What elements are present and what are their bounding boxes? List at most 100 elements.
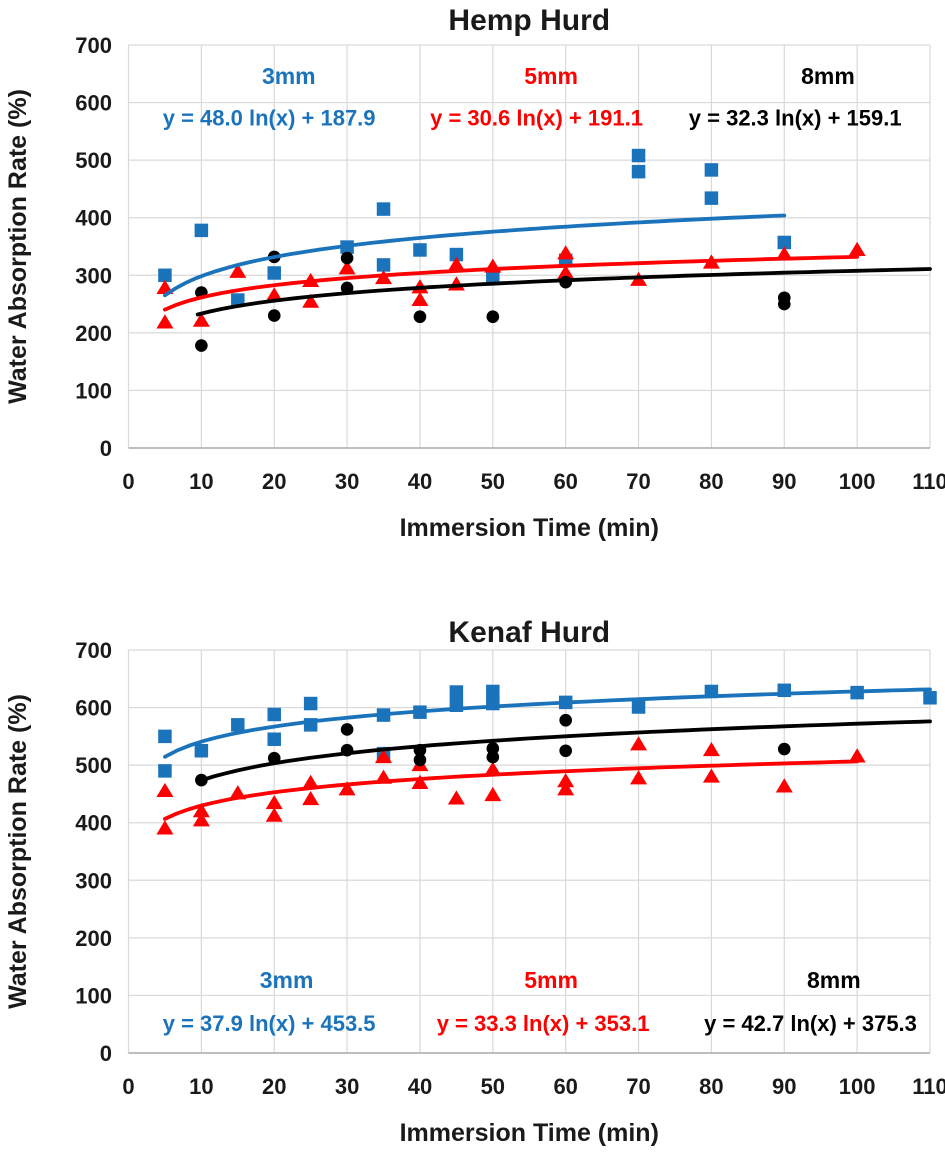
series-label-3mm: 3mm: [262, 63, 316, 89]
marker-3mm: [231, 293, 245, 307]
marker-5mm: [702, 741, 720, 757]
x-tick-label: 70: [626, 1074, 650, 1099]
x-tick-label: 30: [335, 1074, 359, 1099]
equation-8mm: y = 42.7 ln(x) + 375.3: [704, 1011, 917, 1036]
marker-5mm: [302, 774, 320, 789]
marker-5mm: [775, 778, 793, 793]
x-tick-label: 100: [839, 1074, 876, 1099]
trendline-8mm: [195, 267, 932, 317]
hemp-hurd-chart: Hemp Hurd 0 100 200 300 400 500 600 700 0 10 20 30 40…: [4, 4, 945, 542]
marker-8mm: [195, 339, 208, 352]
y-tick-label: 400: [75, 206, 112, 231]
marker-3mm: [158, 268, 172, 283]
marker-3mm: [704, 191, 719, 205]
marker-8mm: [486, 310, 500, 324]
marker-5mm: [630, 736, 648, 751]
y-tick-label: 400: [75, 811, 112, 836]
x-tick-label: 0: [122, 1074, 134, 1099]
x-tick-label: 90: [772, 469, 796, 494]
marker-8mm: [486, 750, 500, 764]
marker-5mm: [557, 245, 575, 260]
series-label-3mm: 3mm: [260, 967, 314, 993]
marker-5mm: [156, 820, 174, 835]
marker-3mm: [923, 691, 937, 705]
marker-3mm: [267, 732, 281, 746]
marker-5mm: [447, 256, 465, 271]
trendline-3mm: [162, 213, 787, 298]
series-label-8mm: 8mm: [801, 63, 855, 89]
series-label-5mm: 5mm: [524, 967, 578, 993]
marker-8mm: [413, 753, 427, 767]
x-tick-label: 100: [839, 469, 876, 494]
marker-3mm: [303, 696, 318, 711]
x-tick-label: 60: [553, 1074, 577, 1099]
marker-8mm: [559, 744, 572, 758]
marker-5mm: [447, 276, 465, 291]
y-axis-title: Water Absorption Rate (%): [4, 89, 32, 404]
marker-5mm: [557, 264, 575, 279]
marker-5mm: [338, 260, 356, 275]
equation-5mm: y = 33.3 ln(x) + 353.1: [437, 1011, 650, 1036]
marker-5mm: [702, 768, 720, 783]
x-tick-label: 80: [699, 469, 723, 494]
equation-3mm: y = 37.9 ln(x) + 453.5: [163, 1011, 376, 1036]
marker-3mm: [631, 700, 646, 714]
marker-3mm: [267, 266, 281, 280]
x-tick-label: 40: [408, 1074, 432, 1099]
marker-8mm: [340, 723, 354, 736]
x-tick-label: 10: [189, 469, 213, 494]
marker-3mm: [777, 235, 792, 250]
y-tick-label: 700: [75, 638, 112, 663]
trendline-8mm: [199, 719, 932, 783]
x-tick-label: 40: [408, 469, 432, 494]
marker-5mm: [156, 782, 174, 798]
chart-title: Kenaf Hurd: [448, 616, 610, 649]
marker-5mm: [302, 790, 320, 806]
marker-5mm: [411, 774, 429, 789]
marker-5mm: [557, 773, 575, 788]
marker-3mm: [376, 202, 391, 216]
x-axis-title: Immersion Time (min): [400, 1119, 659, 1147]
series-label-5mm: 5mm: [524, 63, 578, 89]
marker-3mm: [449, 685, 464, 699]
marker-3mm: [486, 684, 500, 699]
kenaf-hurd-chart: Kenaf Hurd 0 100 200 300 400 500 600 700 0 10 20 30 4…: [0, 578, 945, 1156]
marker-5mm: [156, 314, 174, 329]
y-tick-label: 500: [75, 753, 112, 778]
marker-3mm: [194, 744, 209, 758]
chart-title: Hemp Hurd: [448, 4, 610, 37]
y-tick-label: 0: [100, 436, 112, 461]
x-tick-label: 30: [335, 469, 359, 494]
x-tick-label: 70: [626, 469, 650, 494]
marker-5mm: [265, 807, 283, 822]
equation-5mm: y = 30.6 ln(x) + 191.1: [430, 106, 643, 131]
x-tick-label: 60: [553, 469, 577, 494]
marker-3mm: [194, 223, 209, 238]
y-tick-label: 200: [75, 321, 112, 346]
marker-5mm: [447, 790, 465, 805]
marker-5mm: [848, 748, 866, 763]
x-tick-label: 50: [481, 469, 505, 494]
marker-5mm: [265, 794, 283, 810]
marker-5mm: [848, 241, 866, 256]
marker-3mm: [231, 718, 245, 732]
x-tick-label: 90: [772, 1074, 796, 1099]
series-label-8mm: 8mm: [807, 967, 861, 993]
x-tick-label: 110: [912, 1074, 945, 1099]
x-tick-label: 50: [481, 1074, 505, 1099]
marker-5mm: [192, 312, 210, 327]
hemp-hurd-plot: Hemp Hurd 0 100 200 300 400 500 600 700 0 10 20 30 40…: [4, 4, 945, 542]
marker-3mm: [158, 729, 172, 744]
y-tick-label: 100: [75, 378, 112, 403]
marker-3mm: [267, 707, 281, 722]
equation-3mm: y = 48.0 ln(x) + 187.9: [163, 106, 376, 131]
marker-8mm: [340, 251, 354, 265]
trendline-3mm: [162, 687, 932, 759]
kenaf-hurd-plot: Kenaf Hurd 0 100 200 300 400 500 600 700 0 10 20 30 4…: [4, 616, 945, 1147]
marker-5mm: [484, 761, 502, 776]
marker-5mm: [192, 803, 210, 818]
equation-8mm: y = 32.3 ln(x) + 159.1: [689, 106, 902, 131]
y-tick-label: 500: [75, 148, 112, 173]
marker-5mm: [192, 812, 210, 827]
